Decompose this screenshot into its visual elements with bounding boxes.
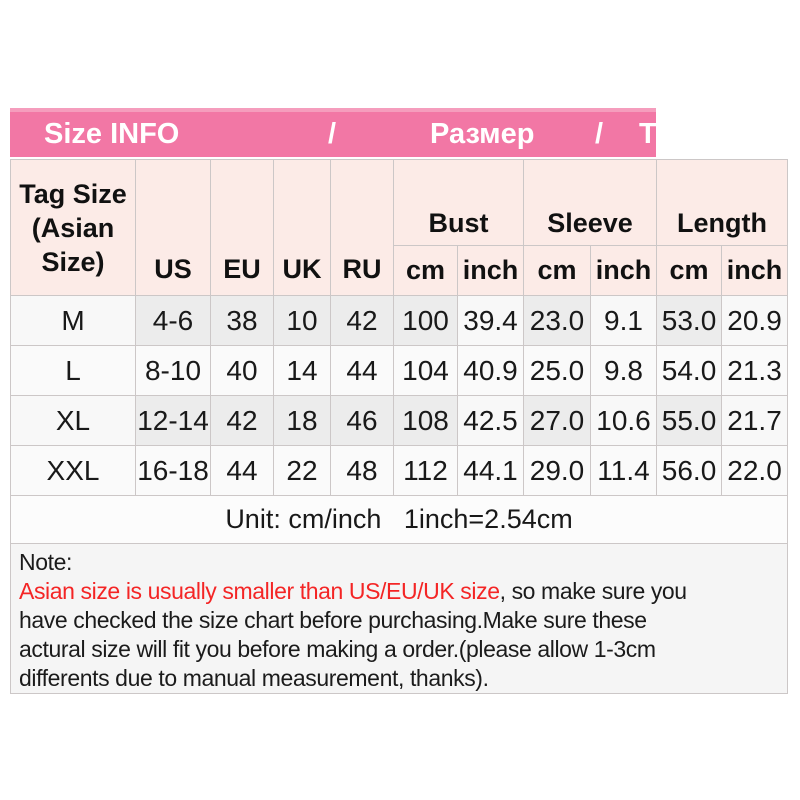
bust-cm-header: cm bbox=[393, 245, 458, 296]
bust-cm-cell: 104 bbox=[393, 345, 458, 396]
banner-text-size-info: Size INFO bbox=[44, 118, 180, 150]
bust-inch-cell: 40.9 bbox=[457, 345, 524, 396]
us-cell: 12-14 bbox=[135, 395, 211, 446]
bust-header: Bust bbox=[393, 159, 524, 246]
bust-cm-cell: 112 bbox=[393, 445, 458, 496]
sleeve-cm-cell: 25.0 bbox=[523, 345, 591, 396]
sleeve-inch-cell: 10.6 bbox=[589, 395, 658, 446]
uk-cell: 18 bbox=[273, 395, 331, 446]
length-cm-cell: 56.0 bbox=[656, 445, 723, 496]
note-line: have checked the size chart before purch… bbox=[19, 607, 647, 633]
length-header: Length bbox=[656, 159, 789, 246]
us-cell: 16-18 bbox=[135, 445, 211, 496]
sleeve-inch-cell: 9.8 bbox=[589, 345, 658, 396]
sleeve-inch-cell: 9.1 bbox=[589, 295, 658, 346]
banner-text-razmer: Размер bbox=[430, 118, 535, 150]
bust-inch-cell: 39.4 bbox=[457, 295, 524, 346]
note-line: Asian size is usually smaller than US/EU… bbox=[19, 577, 779, 606]
size-info-banner: Size INFO / Размер / T bbox=[10, 108, 656, 157]
length-inch-cell: 21.7 bbox=[721, 395, 789, 446]
tag-size-header: Tag Size (Asian Size) bbox=[10, 159, 136, 296]
banner-separator: / bbox=[595, 118, 604, 150]
note-red-text: Asian size is usually smaller than US/EU… bbox=[19, 578, 500, 604]
length-inch-cell: 21.3 bbox=[721, 345, 789, 396]
eu-cell: 42 bbox=[210, 395, 274, 446]
us-header: US bbox=[135, 159, 211, 296]
length-cm-cell: 55.0 bbox=[656, 395, 723, 446]
tag-size-cell: L bbox=[10, 345, 136, 396]
uk-cell: 14 bbox=[273, 345, 331, 396]
ru-cell: 46 bbox=[330, 395, 394, 446]
uk-header: UK bbox=[273, 159, 331, 296]
ru-cell: 48 bbox=[330, 445, 394, 496]
us-cell: 8-10 bbox=[135, 345, 211, 396]
sleeve-cm-cell: 27.0 bbox=[523, 395, 591, 446]
sleeve-inch-cell: 11.4 bbox=[589, 445, 658, 496]
size-chart: Size INFO / Размер / T Tag Size (Asian S… bbox=[9, 108, 789, 694]
us-cell: 4-6 bbox=[135, 295, 211, 346]
length-cm-header: cm bbox=[656, 245, 723, 296]
uk-cell: 22 bbox=[273, 445, 331, 496]
note-line: differents due to manual measurement, th… bbox=[19, 665, 489, 691]
length-inch-cell: 22.0 bbox=[721, 445, 789, 496]
ru-cell: 42 bbox=[330, 295, 394, 346]
tag-size-header-line: Size) bbox=[41, 246, 105, 277]
note-label: Note: bbox=[19, 549, 72, 575]
sleeve-inch-header: inch bbox=[589, 245, 658, 296]
unit-note-row: Unit: cm/inch 1inch=2.54cm bbox=[9, 495, 789, 544]
length-inch-header: inch bbox=[721, 245, 789, 296]
tag-size-header-line: Tag Size bbox=[19, 178, 127, 209]
tag-size-cell: M bbox=[10, 295, 136, 346]
bust-inch-cell: 42.5 bbox=[457, 395, 524, 446]
ru-header: RU bbox=[330, 159, 394, 296]
sleeve-cm-cell: 29.0 bbox=[523, 445, 591, 496]
size-row-xl: XL 12-14 42 18 46 108 42.5 27.0 10.6 55.… bbox=[10, 395, 789, 446]
ru-cell: 44 bbox=[330, 345, 394, 396]
sleeve-header: Sleeve bbox=[522, 159, 658, 246]
bust-cm-cell: 100 bbox=[393, 295, 458, 346]
length-cm-cell: 54.0 bbox=[656, 345, 723, 396]
tag-size-header-line: (Asian bbox=[31, 212, 115, 243]
size-row-m: M 4-6 38 10 42 100 39.4 23.0 9.1 53.0 20… bbox=[10, 295, 789, 346]
banner-text-truncated: T bbox=[639, 118, 656, 150]
eu-cell: 38 bbox=[210, 295, 274, 346]
tag-size-cell: XXL bbox=[10, 445, 136, 496]
length-inch-cell: 20.9 bbox=[721, 295, 789, 346]
size-row-xxl: XXL 16-18 44 22 48 112 44.1 29.0 11.4 56… bbox=[10, 445, 789, 496]
banner-separator: / bbox=[328, 118, 337, 150]
tag-size-cell: XL bbox=[10, 395, 136, 446]
eu-header: EU bbox=[210, 159, 274, 296]
header-row-units: cm inch cm inch cm inch bbox=[11, 245, 789, 296]
sleeve-cm-cell: 23.0 bbox=[523, 295, 591, 346]
note-block: Note: Asian size is usually smaller than… bbox=[9, 543, 789, 694]
bust-cm-cell: 108 bbox=[393, 395, 458, 446]
eu-cell: 40 bbox=[210, 345, 274, 396]
sleeve-cm-header: cm bbox=[523, 245, 591, 296]
unit-note: Unit: cm/inch 1inch=2.54cm bbox=[9, 495, 789, 544]
note-row: Note: Asian size is usually smaller than… bbox=[9, 543, 789, 694]
bust-inch-cell: 44.1 bbox=[457, 445, 524, 496]
uk-cell: 10 bbox=[273, 295, 331, 346]
header-row-groups: Tag Size (Asian Size) US EU UK RU Bust S… bbox=[10, 159, 789, 296]
bust-inch-header: inch bbox=[457, 245, 524, 296]
length-cm-cell: 53.0 bbox=[656, 295, 723, 346]
eu-cell: 44 bbox=[210, 445, 274, 496]
note-line: actural size will fit you before making … bbox=[19, 636, 656, 662]
note-text: , so make sure you bbox=[499, 578, 688, 604]
size-row-l: L 8-10 40 14 44 104 40.9 25.0 9.8 54.0 2… bbox=[10, 345, 789, 396]
size-table: Tag Size (Asian Size) US EU UK RU Bust S… bbox=[9, 159, 789, 694]
